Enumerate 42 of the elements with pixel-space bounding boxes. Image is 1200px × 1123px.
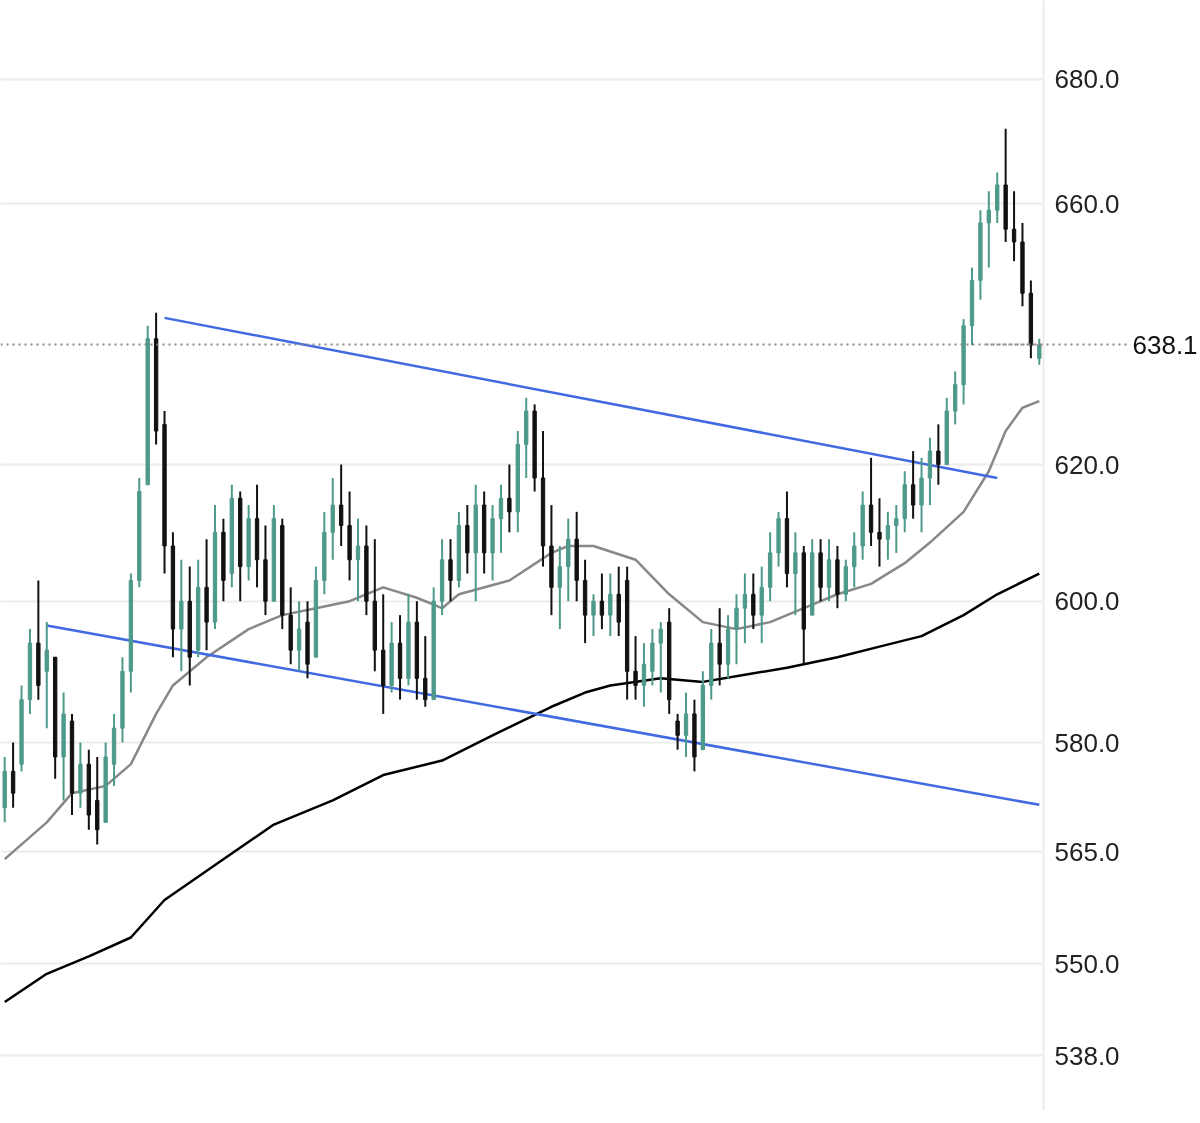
candlestick: [852, 531, 857, 589]
candlestick: [507, 463, 512, 534]
candlestick: [742, 572, 748, 645]
candlestick: [608, 572, 613, 638]
candlestick: [877, 497, 882, 568]
candlestick: [557, 545, 563, 631]
candlestick: [599, 572, 605, 631]
candlestick: [296, 600, 302, 673]
candlestick: [633, 635, 638, 701]
candlestick: [355, 517, 361, 603]
candlestick: [717, 607, 722, 687]
candlestick: [448, 538, 453, 603]
y-tick-label: 660.0: [1054, 188, 1120, 219]
y-tick-label: 580.0: [1054, 727, 1120, 758]
line-series: [3, 572, 1041, 1004]
candlestick: [885, 510, 891, 561]
candlestick: [658, 621, 663, 694]
candlestick: [641, 642, 647, 708]
y-tick-label: 538.0: [1054, 1040, 1120, 1071]
y-tick-label: 620.0: [1054, 449, 1120, 480]
candlestick: [44, 621, 49, 730]
candlestick: [734, 593, 739, 666]
candlestick: [910, 450, 916, 520]
y-tick-label: 600.0: [1054, 586, 1120, 617]
candlestick: [338, 463, 344, 547]
candlestick: [1037, 337, 1042, 366]
y-tick-label: 550.0: [1054, 948, 1120, 979]
y-tick-label: 565.0: [1054, 836, 1120, 867]
y-tick-label: 680.0: [1054, 64, 1120, 95]
candlestick: [986, 190, 992, 269]
candlestick: [423, 635, 428, 708]
candlestick: [10, 741, 16, 809]
candlestick: [751, 572, 756, 631]
candlestick: [675, 712, 680, 751]
candlestick: [793, 531, 798, 617]
candlestick: [498, 483, 504, 554]
candlestick: [1011, 190, 1017, 263]
candlestick: [894, 504, 899, 554]
candlestick: [936, 423, 941, 486]
candlestick: [591, 593, 596, 638]
ref-line-label: 638.1: [1132, 329, 1198, 360]
candlestick: [683, 691, 689, 758]
